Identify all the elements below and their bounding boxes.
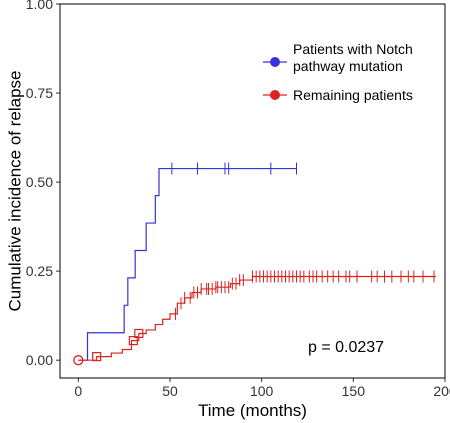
y-tick-label: 0.75 <box>26 85 53 101</box>
x-axis: 0 50 100 150 200 <box>74 378 450 399</box>
plot-series <box>73 162 436 366</box>
series-line <box>78 167 297 361</box>
legend-item: Remaining patients <box>263 87 413 103</box>
x-tick-label: 200 <box>433 383 450 399</box>
series-remaining-patients <box>78 270 436 362</box>
y-axis: 0.00 0.25 0.50 0.75 1.00 <box>26 0 60 368</box>
series-line <box>78 275 436 361</box>
x-tick-label: 0 <box>74 383 82 399</box>
plot-frame <box>59 3 446 379</box>
y-tick-label: 0.25 <box>26 263 53 279</box>
competing-event-marker <box>134 328 144 339</box>
legend-label: Remaining patients <box>293 87 413 103</box>
p-value-annotation: p = 0.0237 <box>308 339 384 356</box>
competing-event-marker <box>128 336 138 346</box>
origin-marker <box>73 355 84 366</box>
x-axis-title: Time (months) <box>198 401 307 420</box>
competing-event-marker <box>92 352 102 362</box>
x-tick-label: 100 <box>250 383 274 399</box>
y-tick-label: 0.00 <box>26 352 53 368</box>
x-tick-label: 50 <box>162 383 178 399</box>
x-tick-label: 150 <box>342 383 366 399</box>
legend-label: pathway mutation <box>293 58 403 74</box>
y-axis-title: Cumulative incidence of relapse <box>5 71 24 312</box>
y-tick-label: 0.50 <box>26 174 53 190</box>
y-tick-label: 1.00 <box>26 0 53 12</box>
legend-marker <box>270 90 280 100</box>
series-notch-mutation <box>78 162 297 361</box>
legend-marker <box>270 57 280 67</box>
legend-label: Patients with Notch <box>293 41 413 57</box>
